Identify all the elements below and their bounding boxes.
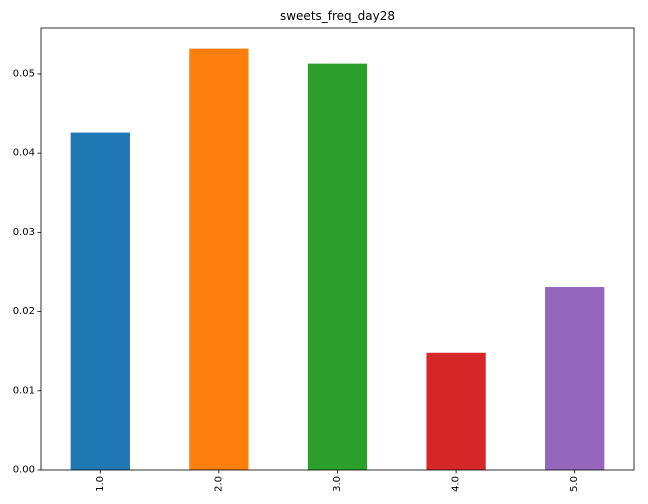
bar-3.0 bbox=[307, 63, 368, 470]
chart-title: sweets_freq_day28 bbox=[280, 9, 395, 23]
bar-2.0 bbox=[189, 48, 249, 471]
bar-1.0 bbox=[70, 132, 130, 470]
bar-5.0 bbox=[545, 287, 605, 470]
y-tick-label: 0.02 bbox=[13, 306, 35, 317]
x-tick-label: 3.0 bbox=[332, 476, 343, 492]
y-tick-label: 0.03 bbox=[13, 227, 35, 238]
x-tick-label: 5.0 bbox=[569, 476, 580, 492]
y-tick-label: 0.04 bbox=[13, 148, 35, 159]
y-tick-label: 0.01 bbox=[13, 385, 35, 396]
x-tick-label: 4.0 bbox=[451, 476, 462, 492]
plot-frame bbox=[40, 27, 635, 471]
x-tick-label: 1.0 bbox=[95, 476, 106, 492]
x-axis-ticks: 1.0 2.0 3.0 4.0 5.0 bbox=[95, 470, 580, 492]
y-tick-label: 0.05 bbox=[13, 68, 35, 79]
bars-group bbox=[70, 48, 605, 471]
bar-4.0 bbox=[426, 352, 486, 470]
y-tick-label: 0.00 bbox=[13, 465, 35, 476]
x-tick-label: 2.0 bbox=[213, 476, 224, 492]
y-axis-ticks: 0.00 0.01 0.02 0.03 0.04 0.05 bbox=[13, 68, 41, 476]
